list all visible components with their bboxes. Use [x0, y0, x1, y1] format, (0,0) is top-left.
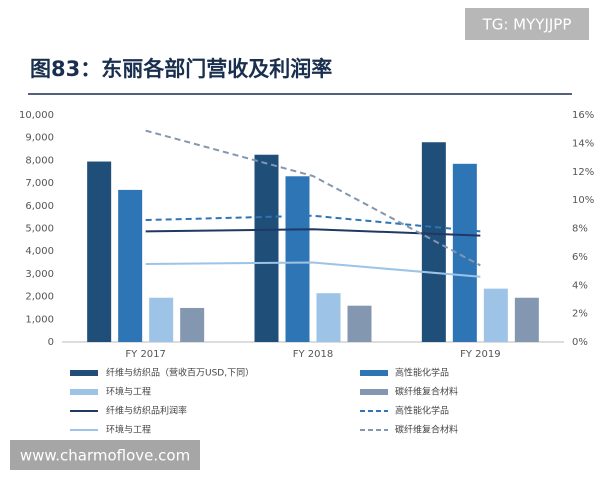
- y-tick-label: 6,000: [25, 201, 54, 212]
- line: [145, 228, 481, 237]
- watermark-top: TG: MYYJJPP: [482, 16, 572, 34]
- y-tick-label: 3,000: [25, 269, 54, 280]
- bar: [316, 293, 341, 342]
- y2-tick-label: 6%: [572, 252, 588, 263]
- y-tick-label: 8,000: [25, 155, 54, 166]
- y-tick-label: 4,000: [25, 246, 54, 257]
- y-tick-label: 10,000: [19, 110, 54, 121]
- line: [145, 129, 481, 267]
- line: [145, 214, 481, 233]
- y2-tick-label: 12%: [572, 167, 594, 178]
- watermark-box: [465, 8, 589, 40]
- bar: [514, 297, 539, 342]
- y2-tick-label: 0%: [572, 337, 588, 348]
- legend-swatch: [70, 389, 98, 395]
- legend-swatch: [70, 370, 98, 376]
- chart-title: 图83：东丽各部门营收及利润率: [30, 57, 332, 81]
- y2-tick-label: 16%: [572, 110, 594, 121]
- y2-tick-label: 4%: [572, 280, 588, 291]
- x-tick-label: FY 2017: [125, 349, 166, 360]
- y2-tick-label: 14%: [572, 138, 594, 149]
- line: [145, 261, 481, 278]
- bar: [149, 297, 174, 342]
- y-tick-label: 9,000: [25, 133, 54, 144]
- y2-tick-label: 8%: [572, 224, 588, 235]
- bar: [421, 142, 446, 342]
- y-tick-label: 7,000: [25, 178, 54, 189]
- y-tick-label: 5,000: [25, 224, 54, 235]
- y-tick-label: 1,000: [25, 314, 54, 325]
- watermark-bottom: www.charmoflove.com: [20, 447, 190, 465]
- y-tick-label: 0: [48, 337, 54, 348]
- y2-tick-label: 10%: [572, 195, 594, 206]
- bar: [285, 176, 310, 342]
- bar: [87, 161, 112, 342]
- bar: [483, 288, 508, 342]
- bar: [347, 305, 372, 342]
- legend-label: 纤维与纺织品利润率: [106, 405, 187, 417]
- y-tick-label: 2,000: [25, 292, 54, 303]
- legend-label: 碳纤维复合材料: [395, 386, 458, 398]
- y2-tick-label: 2%: [572, 309, 588, 320]
- legend-label: 高性能化学品: [395, 405, 449, 417]
- bar: [452, 163, 477, 342]
- bar: [254, 154, 279, 342]
- legend-swatch: [360, 389, 388, 395]
- legend-label: 高性能化学品: [395, 367, 449, 379]
- bar: [118, 189, 143, 342]
- x-tick-label: FY 2018: [293, 349, 334, 360]
- legend-label: 纤维与纺织品（营收百万USD,下同）: [106, 367, 254, 379]
- bar: [180, 307, 205, 342]
- watermark-box: [10, 440, 200, 470]
- legend-label: 环境与工程: [106, 386, 151, 398]
- x-tick-label: FY 2019: [460, 349, 501, 360]
- legend-label: 环境与工程: [106, 424, 151, 436]
- legend-swatch: [360, 370, 388, 376]
- legend-label: 碳纤维复合材料: [395, 424, 458, 436]
